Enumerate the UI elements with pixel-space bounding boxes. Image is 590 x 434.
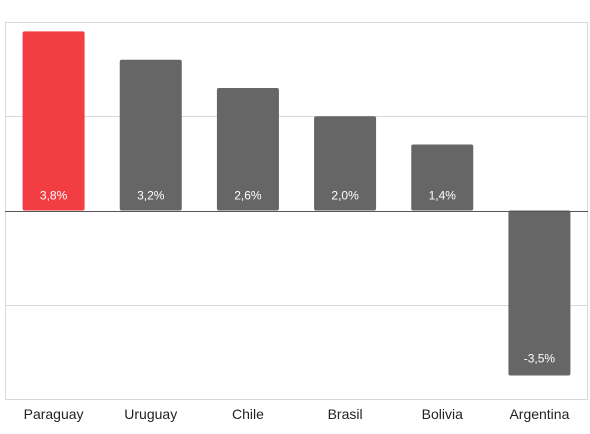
data-label: 2,6%: [234, 189, 262, 203]
bar-uruguay: [119, 59, 182, 211]
bar-bolivia: [411, 144, 474, 211]
bar-chile: [216, 87, 279, 211]
x-tick-label: Brasil: [328, 406, 363, 422]
x-tick-label: Bolivia: [422, 406, 463, 422]
x-tick-label: Chile: [232, 406, 264, 422]
bars: [22, 31, 571, 376]
x-tick-label: Uruguay: [124, 406, 177, 422]
x-axis-tick-labels: Paraguay Uruguay Chile Brasil Bolivia Argenti…: [24, 406, 570, 422]
data-labels: 3,8% 3,2% 2,6% 2,0% 1,4% -3,5%: [40, 189, 556, 366]
gridlines: [5, 22, 588, 400]
x-tick-label: Argentina: [509, 406, 569, 422]
x-tick-label: Paraguay: [24, 406, 84, 422]
bar-brasil: [314, 116, 377, 211]
data-label: 3,2%: [137, 189, 165, 203]
data-label: -3,5%: [524, 351, 556, 365]
bar-argentina: [508, 210, 571, 376]
data-label: 3,8%: [40, 189, 68, 203]
bar-paraguay: [22, 31, 85, 211]
data-label: 2,0%: [331, 189, 359, 203]
data-label: 1,4%: [429, 189, 457, 203]
